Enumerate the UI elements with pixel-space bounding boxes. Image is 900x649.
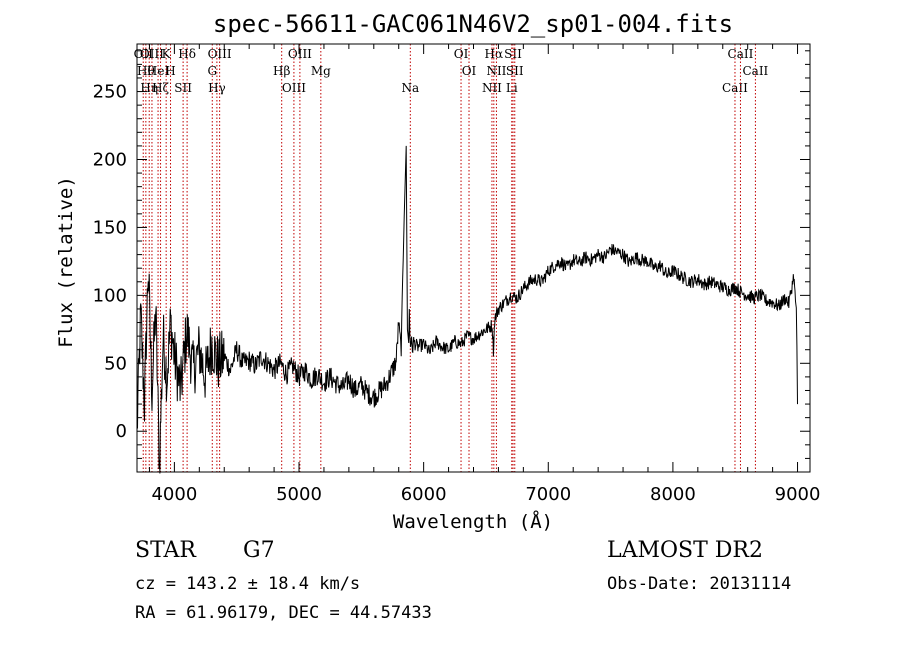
line-marker-label: OIII <box>140 47 164 61</box>
line-marker-label: Hζ <box>152 81 169 95</box>
line-marker-label: SII <box>174 81 192 95</box>
line-marker-label: HeI <box>147 64 170 78</box>
line-marker-label: H <box>165 64 175 78</box>
coordinates: RA = 61.96179, DEC = 44.57433 <box>135 603 432 623</box>
x-axis-label: Wavelength (Å) <box>393 510 553 533</box>
line-marker-label: SII <box>504 47 522 61</box>
line-marker-label: K <box>162 47 172 61</box>
line-marker-label: Hδ <box>178 47 196 61</box>
x-tick-label: 8000 <box>650 484 696 505</box>
y-tick-label: 250 <box>93 82 127 103</box>
line-marker-label: G <box>207 64 217 78</box>
line-marker-label: OI <box>462 64 477 78</box>
chart-title: spec-56611-GAC061N46V2_sp01-004.fits <box>213 10 733 38</box>
x-tick-label: 4000 <box>151 484 197 505</box>
line-marker-label: Hθ <box>137 64 155 78</box>
y-tick-label: 0 <box>116 421 127 442</box>
line-marker-label: CaII <box>722 81 748 95</box>
x-tick-label: 6000 <box>401 484 447 505</box>
line-marker-label: NII <box>482 81 502 95</box>
line-marker-label: Na <box>401 81 419 95</box>
redshift-velocity: cz = 143.2 ± 18.4 km/s <box>135 574 361 594</box>
line-marker-label: CaII <box>742 64 768 78</box>
line-marker-label: OIII <box>208 47 232 61</box>
y-axis-label: Flux (relative) <box>55 176 77 348</box>
plot-frame <box>136 43 811 473</box>
line-marker-label: Hγ <box>208 81 226 95</box>
series-layer <box>136 145 798 474</box>
line-marker-label: OI <box>454 47 469 61</box>
x-tick-label: 7000 <box>525 484 571 505</box>
axis-ticks: 4000 5000 6000 7000 8000 9000 0 50 100 150 200 250 <box>93 44 821 505</box>
y-tick-label: 150 <box>93 217 127 238</box>
line-marker-label: Hα <box>485 47 504 61</box>
spectrum-series-line <box>136 145 798 474</box>
line-marker-label: Hβ <box>273 64 290 78</box>
line-marker-label: NII <box>486 64 506 78</box>
y-tick-label: 50 <box>104 353 127 374</box>
survey-name: LAMOST DR2 <box>607 538 763 563</box>
observation-date: Obs-Date: 20131114 <box>607 574 792 594</box>
emission-line-markers: OIIHθHηOIIIHeIHζKHSIIHδGHγOIIIHβOIIIOIII… <box>134 44 769 472</box>
object-class: STAR <box>135 538 196 563</box>
line-marker-label: CaII <box>728 47 754 61</box>
line-marker-label: Mg <box>311 64 331 78</box>
y-tick-label: 100 <box>93 285 127 306</box>
line-marker-label: SII <box>506 64 524 78</box>
y-tick-label: 200 <box>93 149 127 170</box>
x-tick-label: 9000 <box>775 484 821 505</box>
line-marker-label: OIII <box>288 47 312 61</box>
x-tick-label: 5000 <box>276 484 322 505</box>
line-marker-label: OIII <box>282 81 306 95</box>
object-subclass: G7 <box>243 538 275 563</box>
line-marker-label: Li <box>506 81 518 95</box>
